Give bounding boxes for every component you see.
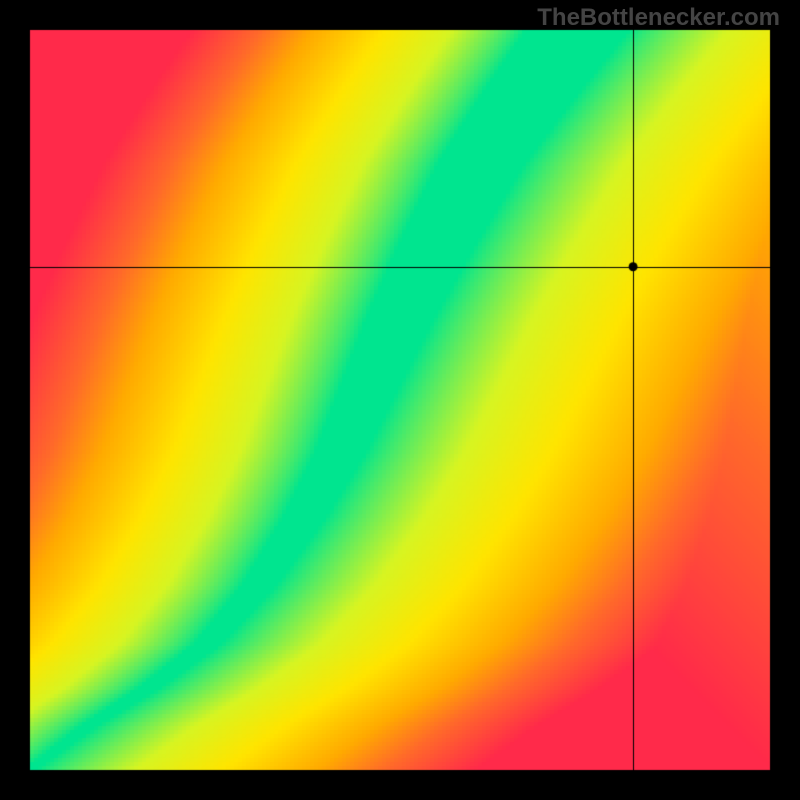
- watermark-text: TheBottlenecker.com: [537, 4, 780, 32]
- heatmap-canvas: [0, 0, 800, 800]
- chart-container: TheBottlenecker.com: [0, 0, 800, 800]
